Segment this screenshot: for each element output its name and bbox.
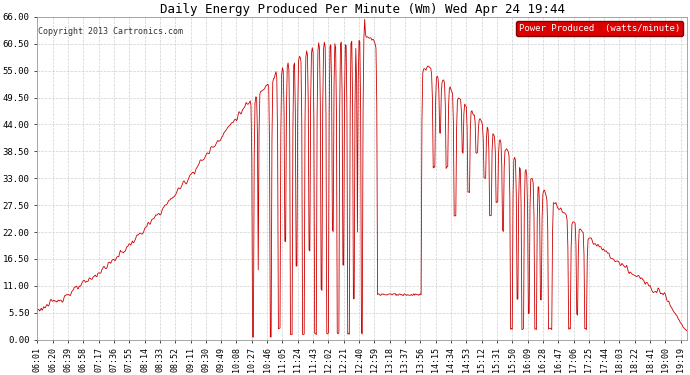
- Title: Daily Energy Produced Per Minute (Wm) Wed Apr 24 19:44: Daily Energy Produced Per Minute (Wm) We…: [160, 3, 564, 16]
- Legend: Power Produced  (watts/minute): Power Produced (watts/minute): [516, 21, 682, 36]
- Text: Copyright 2013 Cartronics.com: Copyright 2013 Cartronics.com: [38, 27, 183, 36]
